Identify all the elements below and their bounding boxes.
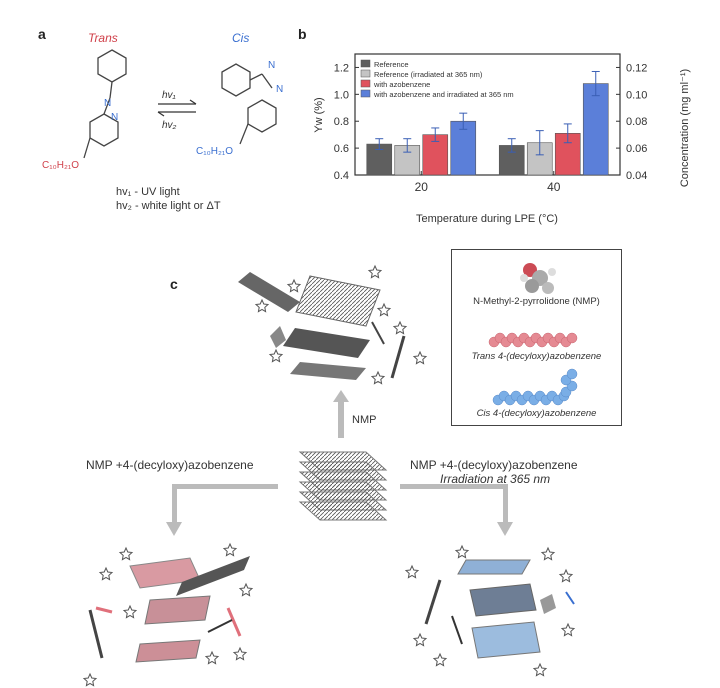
nmp-up-arrow <box>333 390 349 438</box>
nmp-molecule-icon <box>520 263 556 294</box>
y-tick-label: 0.8 <box>334 116 349 128</box>
cis-exfoliation-cluster <box>405 545 575 677</box>
y-axis-label: Yw (%) <box>313 97 325 132</box>
legend-swatch <box>360 59 371 68</box>
hv1-definition: hv₁ - UV light <box>116 186 180 198</box>
trans-label: Trans <box>88 31 118 45</box>
cis-legend-label: Cis 4-(decyloxy)azobenzene <box>476 408 597 419</box>
panel-a-label: a <box>38 26 46 42</box>
graphene-flake <box>290 362 366 380</box>
left-condition-label: NMP +4-(decyloxy)azobenzene <box>86 458 254 472</box>
legend-entry: Reference <box>374 60 409 69</box>
graphene-flake <box>238 272 300 312</box>
y-tick-label: 0.6 <box>334 143 349 155</box>
cis-substituent: C₁₀H₂₁O <box>196 146 234 157</box>
panel-c-label: c <box>170 276 178 292</box>
graphene-flake <box>270 326 286 348</box>
exfoliation-scheme <box>83 265 575 687</box>
panel-b-label: b <box>298 26 307 42</box>
hv1-label: hv₁ <box>162 90 176 101</box>
graphene-flake <box>135 639 201 663</box>
x-axis-label: Temperature during LPE (°C) <box>416 213 558 225</box>
nmp-legend-label: N-Methyl-2-pyrrolidone (NMP) <box>473 296 600 307</box>
nmp-arrow-label: NMP <box>352 414 377 426</box>
graphene-flake <box>540 594 556 614</box>
cis-n-atom-2: N <box>276 84 283 95</box>
right-condition-label: NMP +4-(decyloxy)azobenzene <box>410 458 578 472</box>
bar <box>450 120 477 176</box>
graphene-flake <box>471 621 541 659</box>
plot-frame <box>354 53 621 176</box>
y2-tick-label: 0.12 <box>626 62 647 74</box>
legend-entry: with azobenzene and irradiated at 365 nm <box>373 90 514 99</box>
graphene-flake <box>457 559 531 575</box>
graphene-flake <box>295 275 381 327</box>
y-tick-label: 1.0 <box>334 89 349 101</box>
cis-label: Cis <box>232 31 250 45</box>
trans-molecule-icon <box>488 332 578 348</box>
graphene-flake <box>176 556 250 596</box>
y2-tick-label: 0.08 <box>626 116 647 128</box>
equilibrium-arrows <box>157 99 197 117</box>
legend-swatch <box>360 79 371 88</box>
trans-legend-label: Trans 4-(decyloxy)azobenzene <box>471 351 602 362</box>
trans-n-atom-2: N <box>111 112 118 123</box>
left-arrow <box>166 484 278 536</box>
trans-azobenzene-structure <box>83 49 127 159</box>
irradiation-label: Irradiation at 365 nm <box>440 472 551 486</box>
graphene-flake <box>283 328 370 358</box>
y-tick-label: 1.2 <box>334 62 349 74</box>
cis-n-atom: N <box>268 60 275 71</box>
y2-tick-label: 0.10 <box>626 89 647 101</box>
graphene-flake <box>144 595 211 625</box>
bar <box>582 83 609 176</box>
y-tick-label: 0.4 <box>334 170 349 182</box>
molecule-icons <box>488 263 578 406</box>
cis-molecule-icon <box>492 368 578 406</box>
trans-n-atom: N <box>104 98 111 109</box>
x-tick-label: 20 <box>415 180 429 194</box>
nmp-exfoliation-cluster <box>238 265 427 385</box>
legend-swatch <box>360 89 371 98</box>
bar <box>526 142 553 176</box>
graphene-flake <box>469 583 537 617</box>
y2-tick-label: 0.04 <box>626 170 647 182</box>
legend-swatch <box>360 69 371 78</box>
x-tick-label: 40 <box>547 180 561 194</box>
azobenzene-structures: N N N N <box>83 49 283 159</box>
y2-tick-label: 0.06 <box>626 143 647 155</box>
legend-entry: Reference (irradiated at 365 nm) <box>374 70 483 79</box>
cis-azobenzene-structure <box>221 63 277 145</box>
graphite-stack <box>298 451 388 521</box>
trans-substituent: C₁₀H₂₁O <box>42 160 80 171</box>
legend-entry: with azobenzene <box>373 80 430 89</box>
trans-exfoliation-cluster <box>83 543 253 687</box>
right-arrow <box>400 484 513 536</box>
molecule-legend-box: N-Methyl-2-pyrrolidone (NMP) Trans 4-(de… <box>451 249 622 426</box>
hv2-label: hv₂ <box>162 120 177 131</box>
hv2-definition: hv₂ - white light or ΔT <box>116 200 221 212</box>
y2-axis-label: Concentration (mg ml⁻¹) <box>679 69 691 187</box>
